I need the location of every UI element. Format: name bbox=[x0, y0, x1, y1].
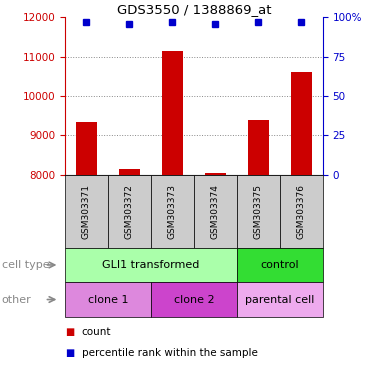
Text: GSM303373: GSM303373 bbox=[168, 184, 177, 239]
Text: control: control bbox=[260, 260, 299, 270]
Text: percentile rank within the sample: percentile rank within the sample bbox=[82, 348, 257, 358]
Bar bbox=[247, 120, 269, 175]
Text: GSM303375: GSM303375 bbox=[254, 184, 263, 239]
Text: clone 1: clone 1 bbox=[88, 295, 128, 305]
Text: GSM303374: GSM303374 bbox=[211, 184, 220, 238]
Text: other: other bbox=[2, 295, 32, 305]
Text: ■: ■ bbox=[65, 327, 74, 337]
Bar bbox=[119, 169, 140, 175]
Text: cell type: cell type bbox=[2, 260, 49, 270]
Text: count: count bbox=[82, 327, 111, 337]
Title: GDS3550 / 1388869_at: GDS3550 / 1388869_at bbox=[116, 3, 271, 16]
Bar bbox=[76, 122, 97, 175]
Text: GSM303376: GSM303376 bbox=[297, 184, 306, 239]
Text: GSM303371: GSM303371 bbox=[82, 184, 91, 239]
Text: GSM303372: GSM303372 bbox=[125, 184, 134, 238]
Text: ■: ■ bbox=[65, 348, 74, 358]
Bar bbox=[162, 51, 183, 175]
Text: GLI1 transformed: GLI1 transformed bbox=[102, 260, 200, 270]
Bar bbox=[204, 173, 226, 175]
Text: parental cell: parental cell bbox=[245, 295, 315, 305]
Text: clone 2: clone 2 bbox=[174, 295, 214, 305]
Bar bbox=[290, 73, 312, 175]
